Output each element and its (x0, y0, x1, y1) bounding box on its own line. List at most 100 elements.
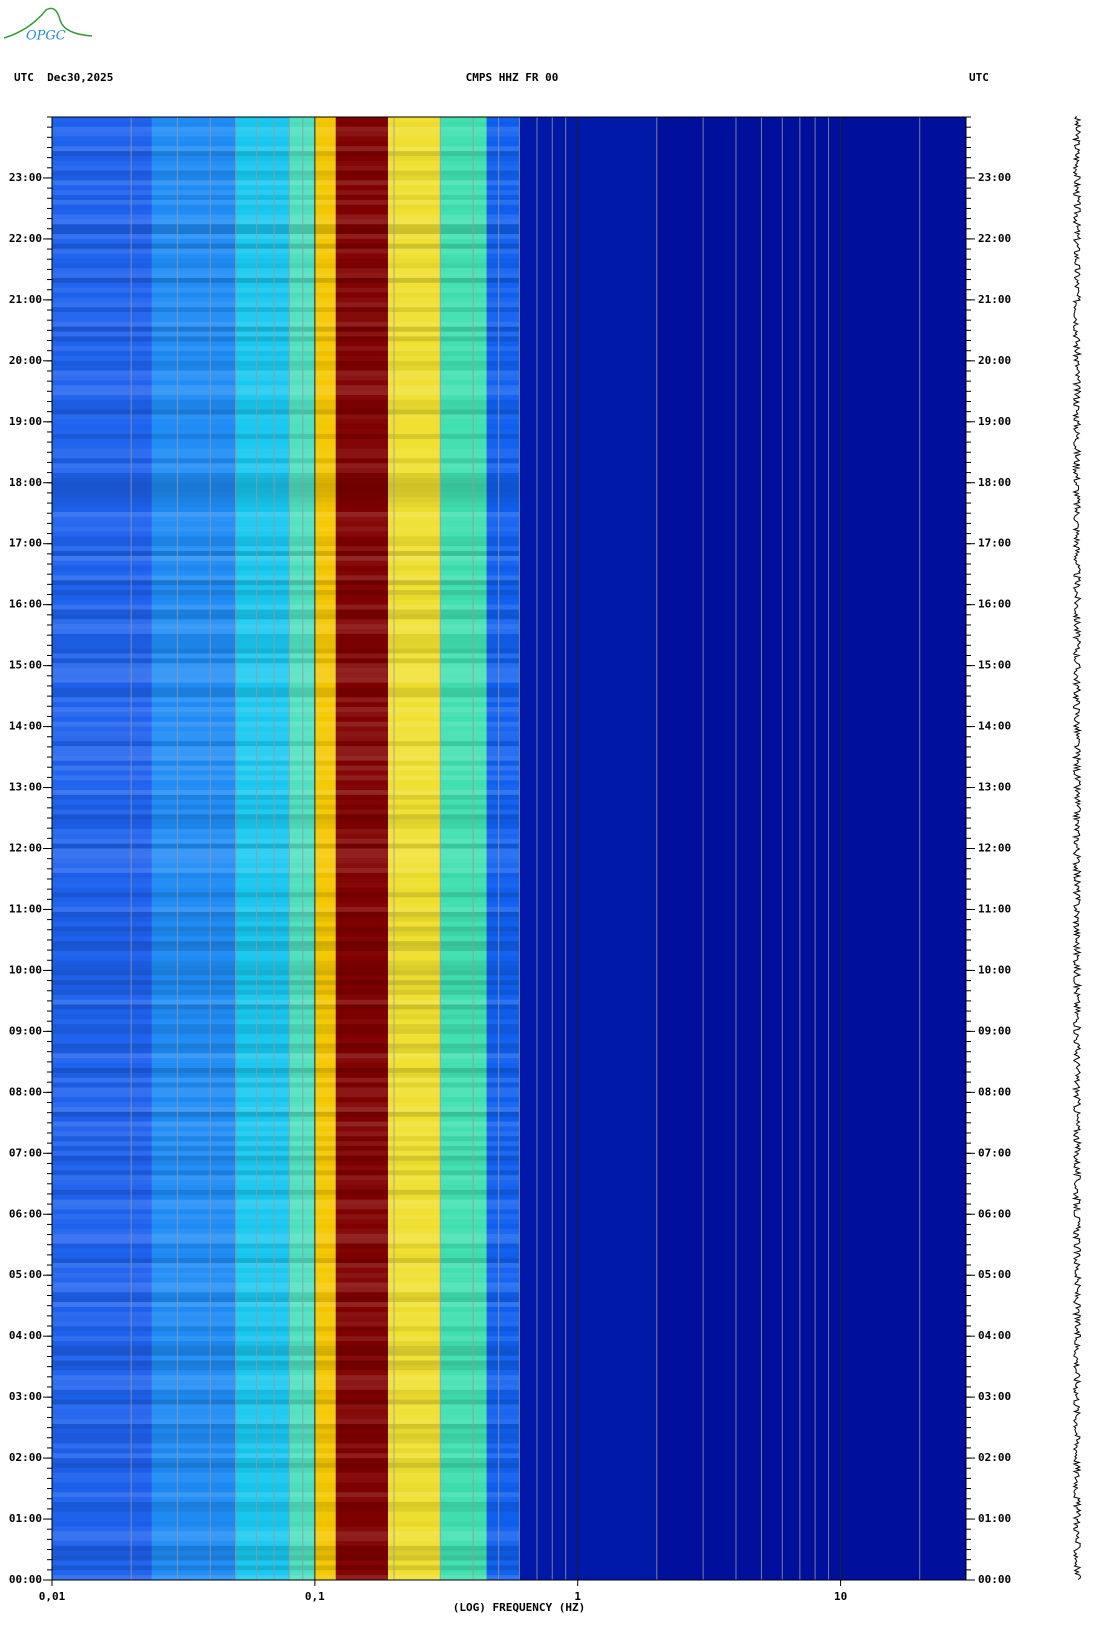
texture-stripe (52, 980, 520, 986)
texture-stripe (52, 239, 519, 244)
texture-stripe (52, 1219, 519, 1224)
texture-stripe (52, 1209, 519, 1214)
texture-stripe (52, 1341, 519, 1346)
texture-stripe (52, 321, 520, 327)
texture-stripe (52, 1263, 520, 1268)
texture-stripe (52, 638, 520, 644)
texture-stripe (52, 1521, 519, 1526)
y-tick-label: 07:00 (9, 1146, 42, 1159)
texture-stripe (52, 936, 519, 941)
texture-stripe (52, 210, 519, 215)
texture-stripe (52, 614, 520, 620)
texture-stripe (52, 219, 520, 225)
title-right: UTC (969, 71, 989, 84)
texture-stripe (52, 532, 519, 537)
texture-stripe (52, 1248, 519, 1253)
texture-stripe (52, 1536, 520, 1541)
texture-stripe (52, 195, 520, 200)
texture-stripe (52, 1126, 519, 1131)
texture-stripe (52, 1365, 520, 1371)
texture-stripe (52, 1550, 520, 1556)
texture-stripe (52, 1092, 520, 1098)
y-tick-label: 14:00 (978, 720, 1011, 733)
y-tick-label: 10:00 (978, 963, 1011, 976)
y-tick-label: 02:00 (9, 1451, 42, 1464)
texture-stripe (52, 468, 520, 473)
texture-stripe (52, 1155, 520, 1161)
y-tick-label: 10:00 (9, 963, 42, 976)
texture-stripe (52, 717, 519, 722)
texture-stripe (52, 482, 520, 488)
texture-stripe (52, 273, 520, 278)
texture-stripe (52, 1419, 520, 1424)
logo-text: OPGC (26, 29, 66, 44)
texture-stripe (52, 439, 519, 444)
texture-stripe (52, 985, 520, 990)
y-tick-label: 02:00 (978, 1451, 1011, 1464)
texture-stripe (52, 843, 520, 849)
texture-stripe (52, 888, 519, 893)
texture-stripe (52, 551, 520, 556)
texture-stripe (52, 1517, 519, 1522)
texture-stripe (52, 809, 520, 815)
texture-stripe (52, 175, 520, 181)
texture-stripe (52, 1131, 520, 1137)
texture-stripe (52, 697, 520, 703)
texture-stripe (52, 1145, 520, 1151)
texture-stripe (52, 566, 519, 571)
texture-stripe (52, 122, 519, 127)
texture-stripe (52, 1072, 520, 1078)
texture-stripe (52, 1195, 519, 1200)
texture-stripe (52, 731, 520, 737)
texture-stripe (52, 165, 520, 171)
texture-stripe (52, 590, 520, 595)
x-axis-label: (LOG) FREQUENCY (HZ) (453, 1601, 585, 1614)
texture-stripe (52, 726, 520, 732)
texture-stripe (52, 1438, 520, 1444)
texture-stripe (52, 1165, 519, 1170)
texture-stripe (52, 707, 520, 712)
y-tick-label: 12:00 (978, 842, 1011, 855)
texture-stripe (52, 254, 519, 259)
texture-stripe (52, 1404, 520, 1410)
texture-stripe (52, 370, 520, 376)
texture-stripe (52, 916, 520, 922)
texture-stripe (52, 1560, 519, 1565)
texture-stripe (52, 1097, 519, 1102)
texture-stripe (52, 229, 520, 235)
x-tick-label: 0,01 (39, 1590, 66, 1603)
texture-stripe (52, 326, 520, 332)
frequency-band (151, 117, 236, 1580)
texture-stripe (52, 672, 520, 678)
texture-stripe (52, 1443, 520, 1449)
texture-stripe (52, 424, 519, 429)
texture-stripe (52, 429, 519, 434)
texture-stripe (52, 1199, 520, 1205)
y-tick-label: 05:00 (978, 1268, 1011, 1281)
texture-stripe (52, 316, 520, 322)
texture-stripe (52, 633, 520, 639)
texture-stripe (52, 1575, 520, 1580)
texture-stripe (52, 892, 520, 898)
texture-stripe (52, 1106, 520, 1112)
y-tick-label: 08:00 (978, 1085, 1011, 1098)
frequency-band (388, 117, 441, 1580)
texture-stripe (52, 960, 520, 966)
texture-stripe (52, 302, 520, 308)
texture-stripe (52, 444, 519, 449)
texture-stripe (52, 600, 519, 605)
y-tick-label: 12:00 (9, 842, 42, 855)
texture-stripe (52, 385, 520, 391)
texture-stripe (52, 1214, 520, 1220)
texture-stripe (52, 214, 520, 220)
y-tick-label: 00:00 (9, 1573, 42, 1586)
texture-stripe (52, 970, 520, 976)
texture-stripe (52, 1345, 520, 1351)
texture-stripe (52, 404, 520, 410)
texture-stripe (52, 137, 519, 142)
texture-stripe (52, 1024, 520, 1029)
texture-stripe (52, 1004, 520, 1010)
texture-stripe (52, 609, 520, 615)
texture-stripe (52, 1067, 520, 1073)
